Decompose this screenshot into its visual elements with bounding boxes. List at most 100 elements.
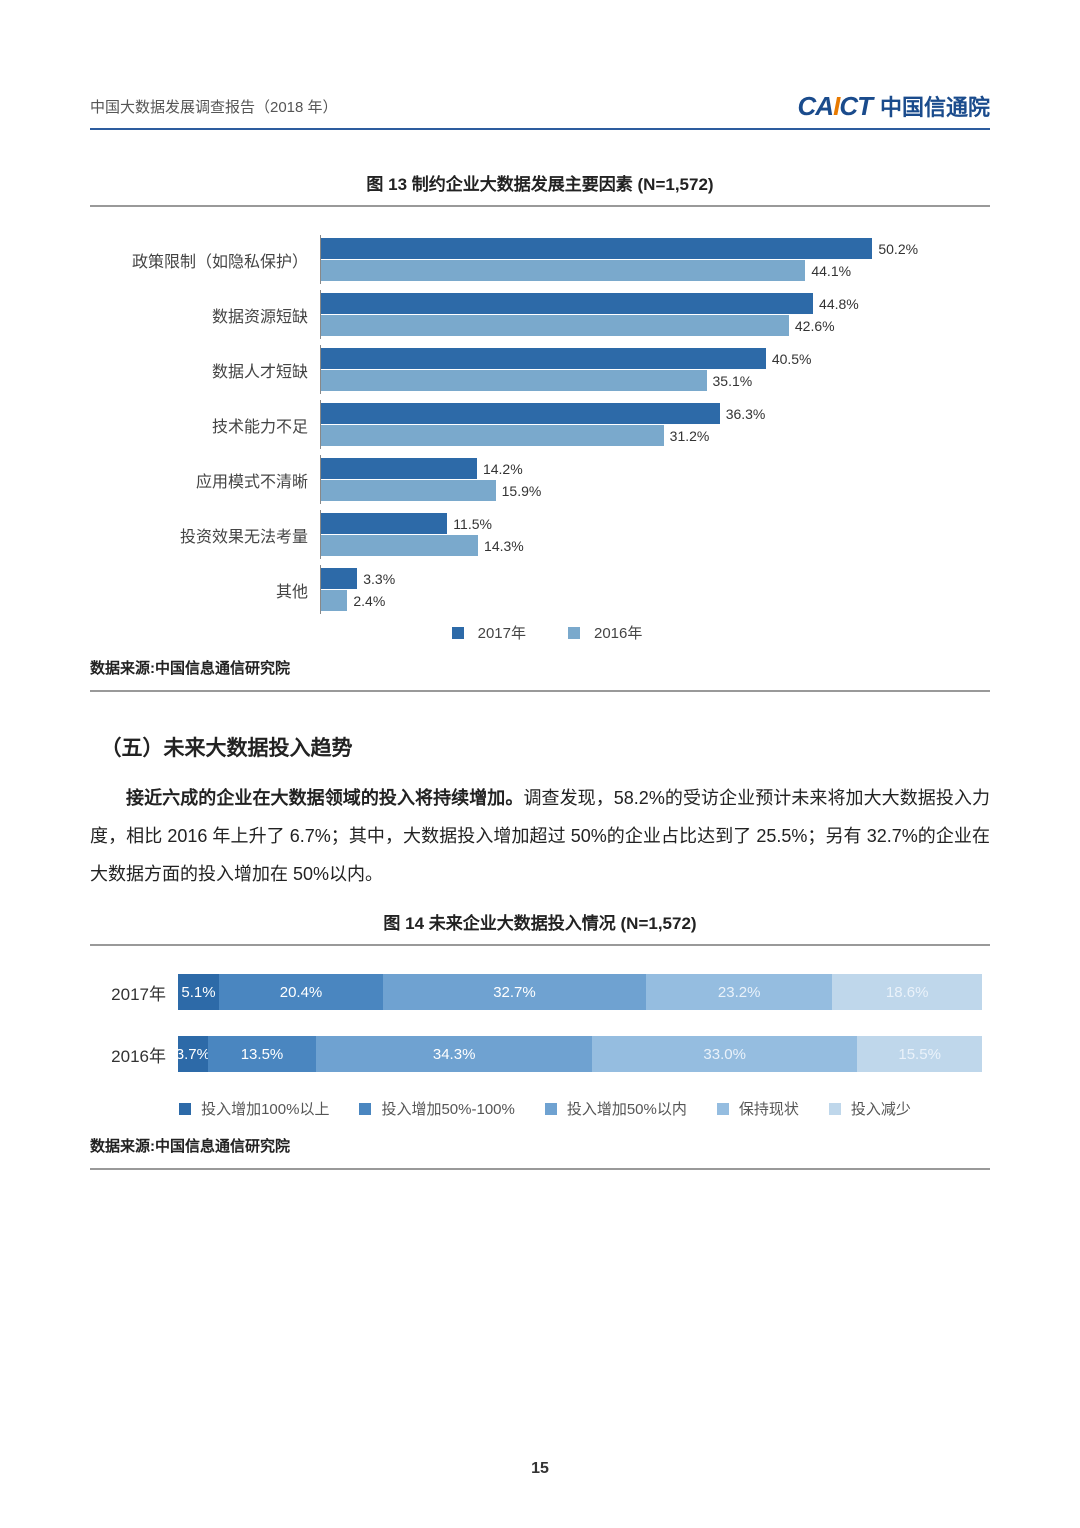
hbar-category-label: 其他 [100,565,320,614]
logo-caict: CAICT [798,91,872,122]
para-bold: 接近六成的企业在大数据领域的投入将持续增加。 [126,788,523,808]
hbar-value-label: 14.3% [484,538,524,554]
hbar-value-label: 36.3% [726,406,766,422]
hbar-value-label: 31.2% [670,428,710,444]
sbar-row: 2017年5.1%20.4%32.7%23.2%18.6% [98,974,982,1010]
sbar-year-label: 2016年 [98,1042,178,1067]
sbar-segment: 3.7% [178,1036,208,1072]
hbar-bars: 36.3%31.2% [320,400,980,449]
legend-item: 保持现状 [707,1101,799,1118]
hbar-value-label: 11.5% [453,516,492,532]
hbar-category-label: 数据人才短缺 [100,345,320,394]
fig14-rule-bottom [90,1168,990,1170]
legend-swatch [545,1103,557,1115]
section-paragraph: 接近六成的企业在大数据领域的投入将持续增加。调查发现，58.2%的受访企业预计未… [90,780,990,893]
fig13-chart: 政策限制（如隐私保护）50.2%44.1%数据资源短缺44.8%42.6%数据人… [100,235,980,614]
page-header: 中国大数据发展调查报告（2018 年） CAICT 中国信通院 [90,90,990,130]
hbar-value-label: 35.1% [713,373,753,389]
hbar-row: 其他3.3%2.4% [100,565,980,614]
hbar-row: 投资效果无法考量11.5%14.3% [100,510,980,559]
fig13-source: 数据来源:中国信息通信研究院 [90,657,990,678]
legend-swatch [359,1103,371,1115]
fig13-title: 图 13 制约企业大数据发展主要因素 (N=1,572) [90,170,990,195]
hbar-bars: 11.5%14.3% [320,510,980,559]
legend-swatch [568,627,580,639]
hbar-bars: 50.2%44.1% [320,235,980,284]
sbar-segment: 18.6% [832,974,982,1010]
hbar-row: 技术能力不足36.3%31.2% [100,400,980,449]
hbar-bar: 14.3% [321,535,478,556]
hbar-value-label: 15.9% [502,483,542,499]
page-number: 15 [0,1460,1080,1478]
hbar-value-label: 44.8% [819,296,859,312]
hbar-value-label: 50.2% [878,241,918,257]
sbar-track: 3.7%13.5%34.3%33.0%15.5% [178,1036,982,1072]
legend-swatch [452,627,464,639]
hbar-row: 数据资源短缺44.8%42.6% [100,290,980,339]
hbar-bars: 3.3%2.4% [320,565,980,614]
legend-swatch [829,1103,841,1115]
fig14-rule-top [90,944,990,946]
hbar-bar: 40.5% [321,348,766,369]
hbar-bar: 42.6% [321,315,789,336]
hbar-category-label: 应用模式不清晰 [100,455,320,504]
hbar-bar: 15.9% [321,480,496,501]
hbar-bars: 14.2%15.9% [320,455,980,504]
hbar-value-label: 3.3% [363,571,395,587]
hbar-value-label: 14.2% [483,461,523,477]
sbar-segment: 13.5% [208,1036,317,1072]
fig13-rule-bottom [90,690,990,692]
sbar-row: 2016年3.7%13.5%34.3%33.0%15.5% [98,1036,982,1072]
fig13-legend: 2017年 2016年 [90,622,990,643]
hbar-bar: 31.2% [321,425,664,446]
hbar-value-label: 42.6% [795,318,835,334]
fig14-legend: 投入增加100%以上 投入增加50%-100% 投入增加50%以内 保持现状 投入减少 [90,1098,990,1119]
legend-item: 投入减少 [819,1101,911,1118]
hbar-bars: 40.5%35.1% [320,345,980,394]
hbar-value-label: 2.4% [353,593,385,609]
sbar-segment: 5.1% [178,974,219,1010]
hbar-bar: 35.1% [321,370,707,391]
hbar-bar: 36.3% [321,403,720,424]
report-title: 中国大数据发展调查报告（2018 年） [90,96,338,117]
org-logo: CAICT 中国信通院 [798,90,990,122]
hbar-bar: 44.1% [321,260,805,281]
hbar-category-label: 技术能力不足 [100,400,320,449]
hbar-value-label: 40.5% [772,351,812,367]
hbar-bar: 50.2% [321,238,872,259]
hbar-category-label: 投资效果无法考量 [100,510,320,559]
hbar-bar: 11.5% [321,513,447,534]
sbar-segment: 32.7% [383,974,646,1010]
hbar-bar: 44.8% [321,293,813,314]
fig14-source: 数据来源:中国信息通信研究院 [90,1135,990,1156]
fig14-title: 图 14 未来企业大数据投入情况 (N=1,572) [90,909,990,934]
legend-item: 投入增加50%-100% [349,1101,514,1118]
sbar-segment: 33.0% [592,1036,857,1072]
hbar-bars: 44.8%42.6% [320,290,980,339]
hbar-bar: 14.2% [321,458,477,479]
legend-item: 2017年 [438,625,526,642]
legend-item: 2016年 [554,625,642,642]
fig14-chart: 2017年5.1%20.4%32.7%23.2%18.6% 2016年3.7%13… [98,974,982,1072]
legend-swatch [717,1103,729,1115]
sbar-segment: 20.4% [219,974,383,1010]
fig13-rule-top [90,205,990,207]
sbar-segment: 15.5% [857,1036,982,1072]
hbar-row: 政策限制（如隐私保护）50.2%44.1% [100,235,980,284]
hbar-row: 应用模式不清晰14.2%15.9% [100,455,980,504]
sbar-track: 5.1%20.4%32.7%23.2%18.6% [178,974,982,1010]
sbar-segment: 34.3% [316,1036,592,1072]
hbar-category-label: 数据资源短缺 [100,290,320,339]
logo-cn: 中国信通院 [880,90,990,122]
hbar-bar: 2.4% [321,590,347,611]
legend-item: 投入增加100%以上 [169,1101,329,1118]
hbar-category-label: 政策限制（如隐私保护） [100,235,320,284]
legend-swatch [179,1103,191,1115]
hbar-row: 数据人才短缺40.5%35.1% [100,345,980,394]
hbar-value-label: 44.1% [811,263,851,279]
legend-item: 投入增加50%以内 [535,1101,687,1118]
sbar-year-label: 2017年 [98,980,178,1005]
section-heading: （五）未来大数据投入趋势 [90,732,990,762]
hbar-bar: 3.3% [321,568,357,589]
sbar-segment: 23.2% [646,974,833,1010]
